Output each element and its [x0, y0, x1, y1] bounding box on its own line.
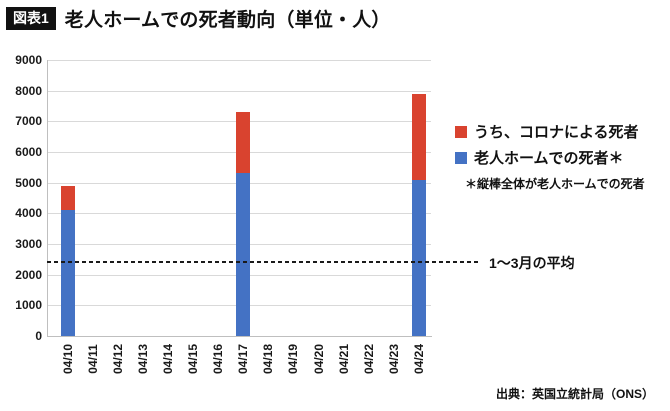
x-axis-tick-label: 04/20: [311, 343, 326, 375]
y-axis-tick-label: 9000: [15, 53, 42, 67]
legend-swatch-red: [455, 125, 467, 138]
legend: うち、コロナによる死者 老人ホームでの死者＊ ＊縦棒全体が老人ホームでの死者: [455, 123, 645, 192]
x-axis-tick-label: 04/11: [85, 344, 100, 374]
average-line-label: 1～3月の平均: [489, 255, 575, 271]
bar-04/10-covid-deaths: [60, 185, 75, 211]
x-axis-tick-label: 04/17: [236, 343, 251, 375]
plot-area: [47, 60, 432, 337]
x-axis-tick-label: 04/12: [110, 343, 125, 375]
source-credit: 出典：英国立統計局（ONS）: [495, 387, 654, 401]
x-axis-tick-label: 04/21: [336, 343, 351, 375]
x-axis-tick-label: 04/24: [411, 343, 426, 375]
legend-item-care-home-deaths: 老人ホームでの死者＊: [455, 149, 645, 167]
x-axis-tick-label: 04/13: [135, 343, 150, 375]
bar-04/24-care-home-deaths: [411, 179, 426, 336]
y-axis-tick-label: 6000: [15, 145, 42, 159]
chart-header: 図表1 老人ホームでの死者動向（単位・人）: [6, 5, 391, 32]
x-axis-tick-label: 04/16: [211, 343, 226, 375]
bar-04/10-care-home-deaths: [60, 210, 75, 336]
average-dashed-line: [47, 261, 478, 264]
legend-item-covid-deaths: うち、コロナによる死者: [455, 123, 645, 141]
gridline-9000: [47, 60, 431, 61]
y-axis-tick-label: 2000: [15, 267, 42, 282]
x-axis-tick-label: 04/10: [60, 343, 75, 375]
y-axis-tick-label: 8000: [15, 83, 42, 98]
y-axis-tick-label: 0: [35, 329, 42, 343]
bar-04/17-care-home-deaths: [236, 173, 251, 336]
y-axis-tick-label: 1000: [15, 298, 42, 313]
x-axis-tick-label: 04/18: [261, 343, 276, 375]
x-axis-tick-label: 04/23: [386, 343, 401, 375]
y-axis-tick-label: 7000: [15, 114, 42, 129]
x-axis-tick-label: 04/14: [160, 343, 175, 375]
legend-label-covid-deaths: うち、コロナによる死者: [474, 124, 639, 141]
legend-label-care-home-deaths: 老人ホームでの死者＊: [474, 150, 624, 167]
page-title: 老人ホームでの死者動向（単位・人）: [64, 10, 391, 31]
gridline-8000: [47, 90, 431, 92]
bar-04/17-covid-deaths: [236, 112, 251, 174]
legend-footnote: ＊縦棒全体が老人ホームでの死者: [465, 177, 645, 191]
legend-swatch-blue: [455, 151, 467, 164]
bar-04/24-covid-deaths: [411, 93, 426, 180]
y-axis-tick-label: 5000: [15, 175, 42, 190]
y-axis-tick-label: 4000: [15, 206, 42, 221]
x-axis-tick-label: 04/15: [186, 343, 201, 375]
x-axis-tick-label: 04/19: [286, 343, 301, 375]
figure-number-badge: 図表1: [6, 7, 56, 30]
y-axis-tick-label: 3000: [15, 237, 42, 251]
x-axis-tick-label: 04/22: [361, 343, 376, 375]
